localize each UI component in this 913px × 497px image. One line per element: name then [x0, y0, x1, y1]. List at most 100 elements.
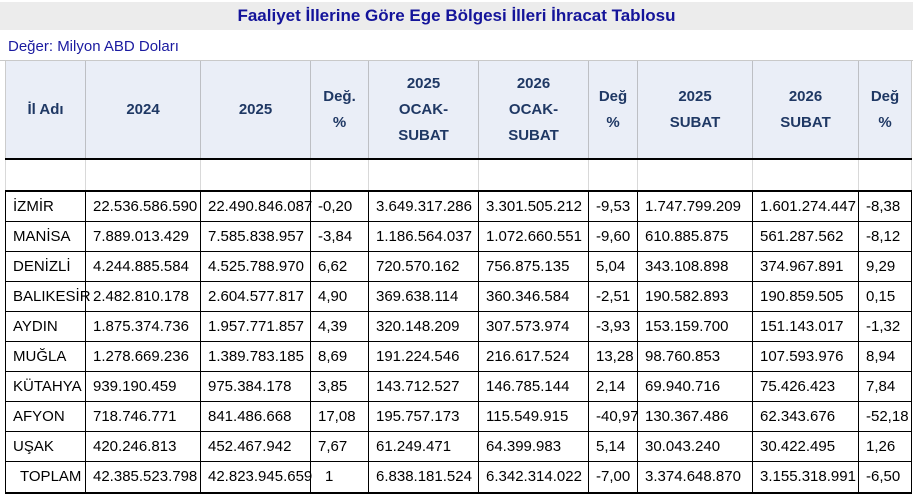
table-row: AFYON 718.746.771 841.486.668 17,08 195.757.… — [5, 400, 912, 432]
value-cell: 1.957.771.857 — [200, 310, 311, 342]
value-cell: 939.190.459 — [85, 370, 201, 402]
value-cell: 561.287.562 — [752, 220, 859, 252]
value-cell: 130.367.486 — [637, 400, 753, 432]
value-cell: 307.573.974 — [478, 310, 589, 342]
value-cell: 4.525.788.970 — [200, 250, 311, 282]
value-cell: 3.374.648.870 — [637, 460, 753, 494]
spacer-cell — [200, 158, 311, 192]
table-row: BALIKESİR 2.482.810.178 2.604.577.817 4,90 3… — [5, 280, 912, 312]
spacer-cell — [752, 158, 859, 192]
value-cell: 13,28 — [588, 340, 638, 372]
value-cell: 190.582.893 — [637, 280, 753, 312]
column-header: 2026 OCAK- SUBAT — [478, 61, 589, 160]
table-row: DENİZLİ 4.244.885.584 4.525.788.970 6,62 720… — [5, 250, 912, 282]
value-cell: 452.467.942 — [200, 430, 311, 462]
value-cell: 610.885.875 — [637, 220, 753, 252]
value-cell: -9,53 — [588, 190, 638, 222]
province-cell: MANİSA — [5, 220, 86, 252]
value-cell: 98.760.853 — [637, 340, 753, 372]
column-header: Değ. % — [310, 61, 369, 160]
value-cell: -2,51 — [588, 280, 638, 312]
value-cell: 22.536.586.590 — [85, 190, 201, 222]
value-cell: 718.746.771 — [85, 400, 201, 432]
value-cell: 9,29 — [858, 250, 912, 282]
table-row: İZMİR 22.536.586.590 22.490.846.087 -0,20 3.… — [5, 190, 912, 222]
value-cell: 369.638.114 — [368, 280, 479, 312]
spacer-cell — [478, 158, 589, 192]
value-cell: 143.712.527 — [368, 370, 479, 402]
province-cell: AYDIN — [5, 310, 86, 342]
spacer-cell — [5, 158, 86, 192]
value-cell: 216.617.524 — [478, 340, 589, 372]
column-header: 2024 — [85, 61, 201, 160]
value-cell: 3.301.505.212 — [478, 190, 589, 222]
header-row: İl Adı 2024 2025 Değ. % 2025 OCAK- SUBAT 2026… — [5, 61, 912, 160]
value-cell: -40,97 — [588, 400, 639, 432]
value-cell: 22.490.846.087 — [200, 190, 312, 222]
value-cell: 841.486.668 — [200, 400, 311, 432]
value-cell: -9,60 — [588, 220, 638, 252]
value-cell: 3.649.317.286 — [368, 190, 479, 222]
value-cell: 1.601.274.447 — [752, 190, 859, 222]
spacer-cell — [637, 158, 753, 192]
value-cell: 195.757.173 — [368, 400, 479, 432]
value-cell: 1.072.660.551 — [478, 220, 589, 252]
province-cell: DENİZLİ — [5, 250, 86, 282]
spacer-row — [5, 158, 912, 192]
value-cell: 42.385.523.798 — [85, 460, 201, 494]
column-header: 2025 OCAK- SUBAT — [368, 61, 479, 160]
spacer-cell — [368, 158, 479, 192]
value-cell: 4,39 — [310, 310, 369, 342]
value-cell: 320.148.209 — [368, 310, 479, 342]
province-cell: İZMİR — [5, 190, 86, 222]
column-header: 2025 SUBAT — [637, 61, 753, 160]
value-cell: 1.186.564.037 — [368, 220, 479, 252]
column-header: 2026 SUBAT — [752, 61, 859, 160]
province-cell: AFYON — [5, 400, 86, 432]
spacer-body — [5, 158, 912, 192]
value-cell: 1.389.783.185 — [200, 340, 311, 372]
value-cell: -8,12 — [858, 220, 912, 252]
table-row: AYDIN 1.875.374.736 1.957.771.857 4,39 320.1… — [5, 310, 912, 342]
value-cell: 42.823.945.659 — [200, 460, 312, 494]
table-row: UŞAK 420.246.813 452.467.942 7,67 61.249.471… — [5, 430, 912, 462]
value-cell: 17,08 — [310, 400, 369, 432]
value-cell: -3,84 — [310, 220, 369, 252]
value-cell: -1,32 — [858, 310, 912, 342]
value-cell: 6.838.181.524 — [368, 460, 479, 494]
province-cell: BALIKESİR — [5, 280, 91, 312]
value-cell: 1.875.374.736 — [85, 310, 201, 342]
value-cell: -52,18 — [858, 400, 912, 432]
value-cell: 5,14 — [588, 430, 638, 462]
value-cell: 1.747.799.209 — [637, 190, 753, 222]
table-row: MANİSA 7.889.013.429 7.585.838.957 -3,84 1.1… — [5, 220, 912, 252]
value-cell: 7.889.013.429 — [85, 220, 201, 252]
value-cell: 756.875.135 — [478, 250, 589, 282]
value-cell: 3,85 — [310, 370, 369, 402]
spacer-cell — [85, 158, 201, 192]
value-cell: 5,04 — [588, 250, 638, 282]
value-cell: 61.249.471 — [368, 430, 479, 462]
value-cell: 6.342.314.022 — [478, 460, 589, 494]
province-cell: UŞAK — [5, 430, 86, 462]
value-cell: 62.343.676 — [752, 400, 859, 432]
value-cell: 64.399.983 — [478, 430, 589, 462]
value-cell: 107.593.976 — [752, 340, 859, 372]
value-cell: 190.859.505 — [752, 280, 859, 312]
value-cell: 1,26 — [858, 430, 912, 462]
value-cell: 191.224.546 — [368, 340, 479, 372]
value-cell: 69.940.716 — [637, 370, 753, 402]
spacer-cell — [858, 158, 912, 192]
spacer-cell — [310, 158, 369, 192]
value-cell: 8,69 — [310, 340, 369, 372]
value-unit-label: Değer: Milyon ABD Doları — [0, 33, 913, 61]
value-cell: 720.570.162 — [368, 250, 479, 282]
value-cell: 8,94 — [858, 340, 912, 372]
value-cell: 2.604.577.817 — [200, 280, 311, 312]
title-bar: Faaliyet İllerine Göre Ege Bölgesi İller… — [0, 2, 913, 30]
value-cell: -6,50 — [858, 460, 912, 494]
province-cell: KÜTAHYA — [5, 370, 86, 402]
value-cell: 0,15 — [858, 280, 912, 312]
value-cell: 3.155.318.991 — [752, 460, 859, 494]
